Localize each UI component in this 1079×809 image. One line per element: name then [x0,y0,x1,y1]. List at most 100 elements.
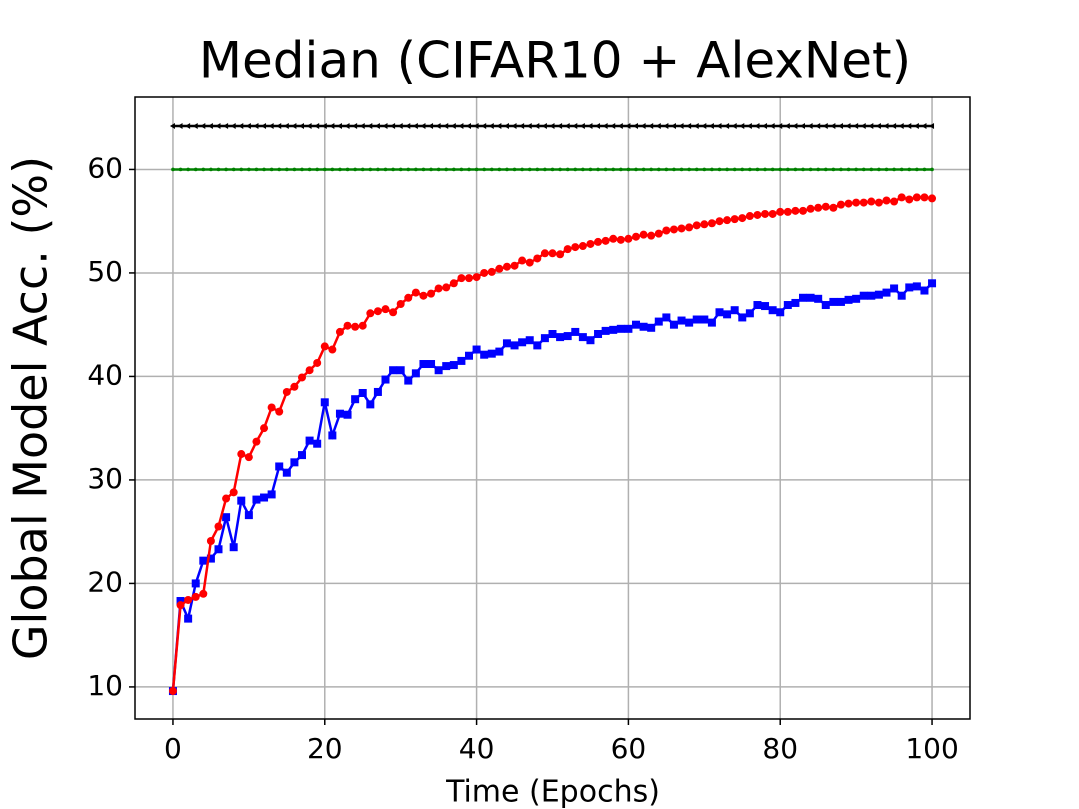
point [366,309,375,318]
point [815,122,821,129]
point [239,167,244,172]
point [382,122,388,129]
y-tick-label: 30 [87,462,123,495]
point [647,323,656,332]
point [897,193,906,202]
point [761,302,770,311]
point [548,330,557,339]
point [778,167,783,172]
point [458,122,464,129]
point [793,167,798,172]
point [647,231,656,240]
point [859,291,868,300]
point [617,122,623,129]
point [247,167,251,172]
point [541,122,547,129]
point [883,122,889,129]
point [814,294,823,303]
point [710,167,714,172]
point [784,122,790,129]
point [474,167,479,172]
point [358,388,367,397]
point [701,122,707,129]
x-tick-label: 100 [905,732,958,765]
point [791,206,800,215]
point [723,310,732,319]
point [313,439,322,448]
point [383,167,388,172]
point [487,349,496,358]
point [708,122,714,129]
point [171,167,175,172]
point [799,293,807,302]
point [328,431,337,440]
point [792,122,798,129]
point [320,342,329,351]
point [373,387,382,396]
point [351,322,360,331]
point [829,297,838,306]
point [527,167,532,172]
y-axis-label: Global Model Acc. (%) [4,156,58,660]
point [442,283,451,292]
point [746,122,752,129]
point [436,167,441,172]
point [922,167,927,172]
point [928,279,937,288]
point [601,326,610,335]
point [344,122,350,129]
point [610,122,616,129]
point [693,122,699,129]
point [640,122,646,129]
point [550,167,555,172]
point [763,167,767,172]
point [360,167,365,172]
point [495,347,504,356]
point [616,324,625,333]
point [633,122,638,129]
point [853,122,859,129]
point [533,341,542,350]
point [254,167,259,172]
point [374,122,380,129]
point [535,167,540,172]
point [404,376,413,385]
point [860,122,866,129]
point [282,468,291,477]
point [305,366,314,375]
point [389,366,398,375]
point [209,167,213,172]
point [662,313,671,322]
point [867,197,876,206]
point [852,294,861,303]
point [624,324,633,333]
point [717,167,722,172]
point [488,122,494,129]
point [724,122,730,129]
point [579,122,585,129]
point [525,336,534,345]
point [700,315,709,324]
point [186,167,190,172]
point [244,511,253,520]
point [723,216,732,225]
point [641,167,646,172]
point [586,239,595,248]
point [654,317,663,326]
point [184,595,193,604]
point [510,261,519,270]
point [177,122,183,129]
point [459,167,464,172]
point [443,122,449,129]
point [411,369,420,378]
point [654,229,663,238]
point [206,536,215,545]
point [199,589,208,598]
point [565,167,570,172]
point [573,167,578,172]
point [844,295,853,304]
point [391,167,395,172]
point [512,167,517,172]
point [398,167,403,172]
point [783,207,792,216]
